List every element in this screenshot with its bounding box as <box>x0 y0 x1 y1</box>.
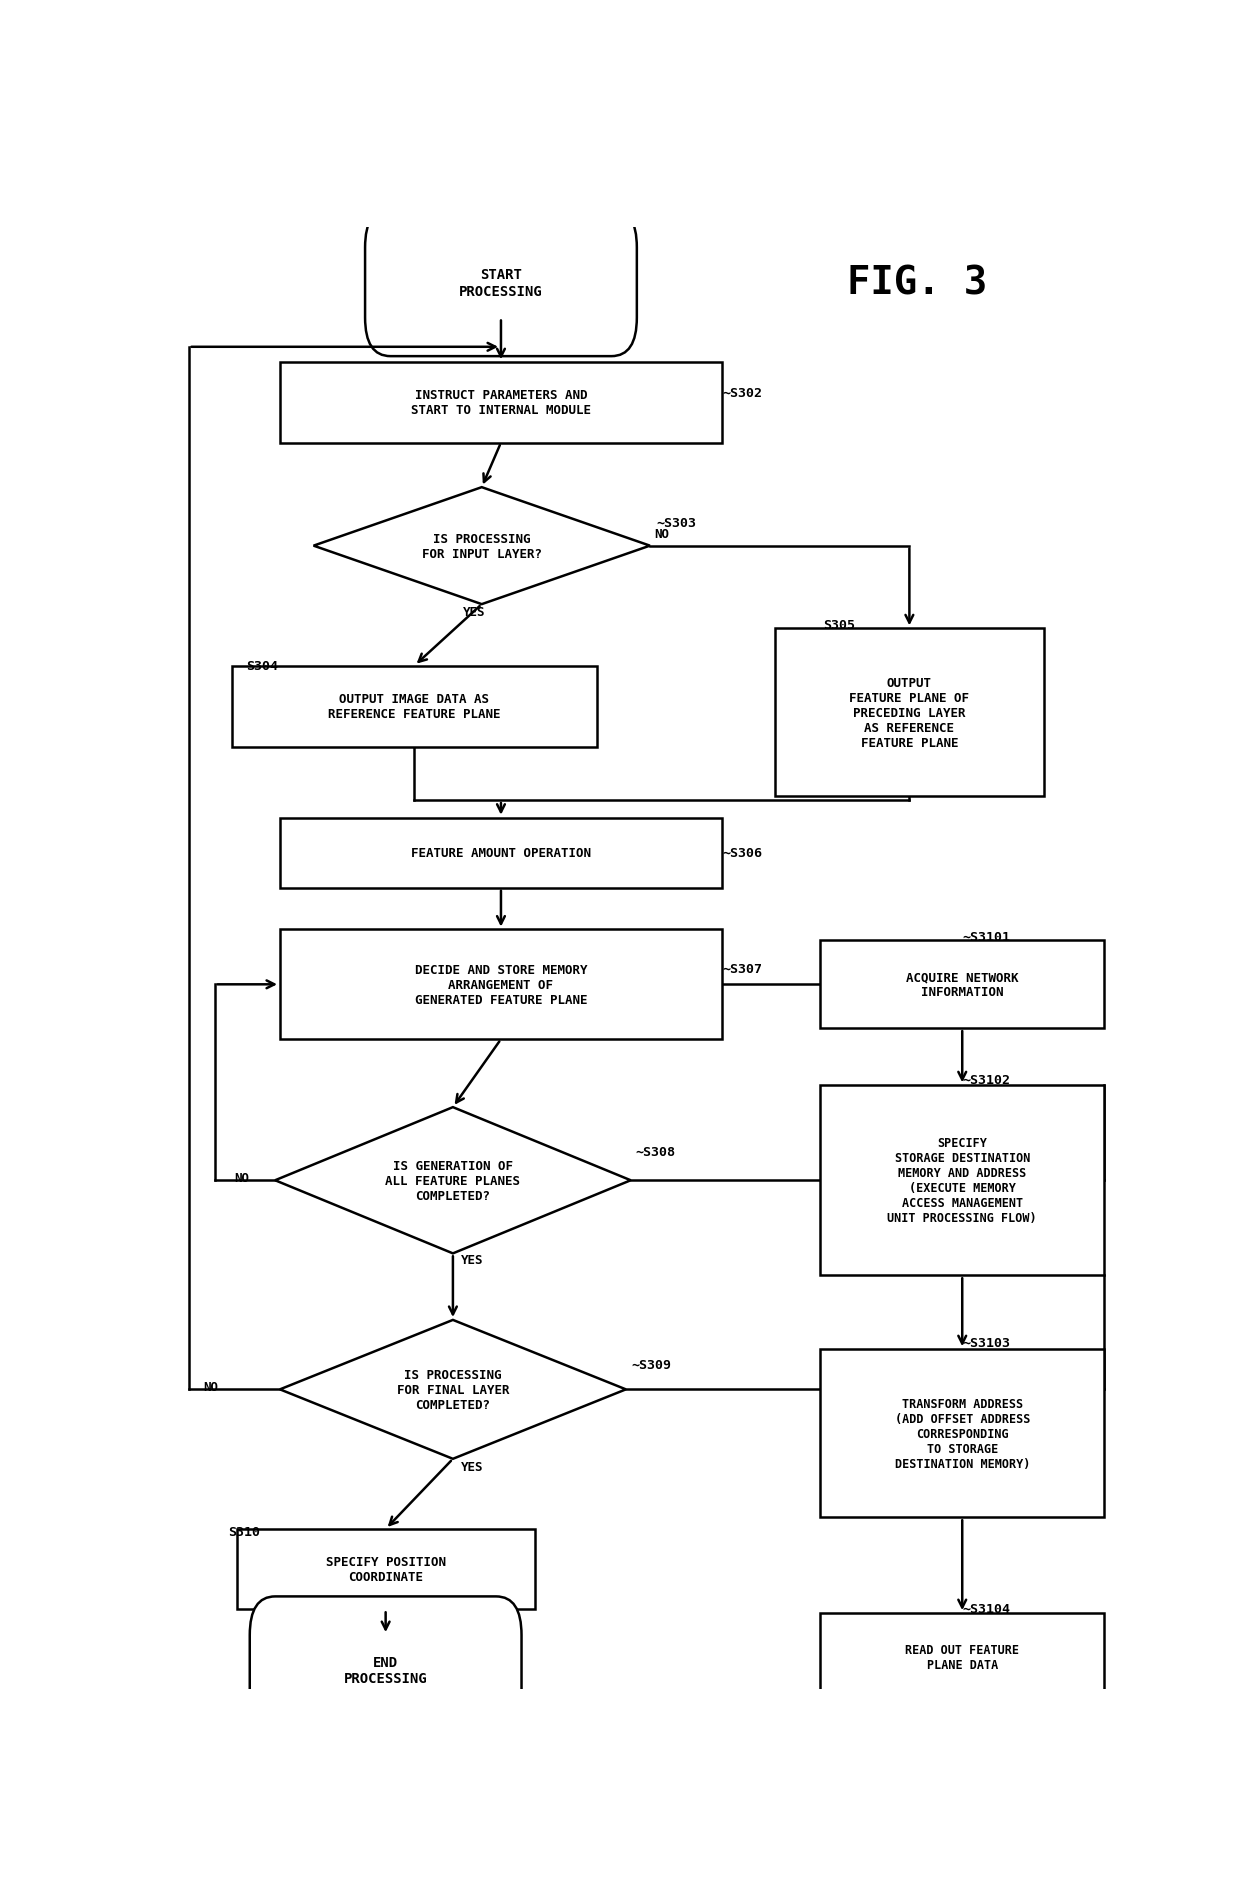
Bar <box>232 666 596 748</box>
Text: TRANSFORM ADDRESS
(ADD OFFSET ADDRESS
CORRESPONDING
TO STORAGE
DESTINATION MEMOR: TRANSFORM ADDRESS (ADD OFFSET ADDRESS CO… <box>894 1397 1030 1469</box>
Text: S304: S304 <box>247 661 278 672</box>
Text: S305: S305 <box>823 619 854 632</box>
Text: READ OUT FEATURE
PLANE DATA: READ OUT FEATURE PLANE DATA <box>905 1644 1019 1670</box>
Text: ACQUIRE NETWORK
INFORMATION: ACQUIRE NETWORK INFORMATION <box>906 970 1018 998</box>
Text: INSTRUCT PARAMETERS AND
START TO INTERNAL MODULE: INSTRUCT PARAMETERS AND START TO INTERNA… <box>410 389 591 418</box>
Text: SPECIFY
STORAGE DESTINATION
MEMORY AND ADDRESS
(EXECUTE MEMORY
ACCESS MANAGEMENT: SPECIFY STORAGE DESTINATION MEMORY AND A… <box>888 1137 1037 1224</box>
Text: ~S308: ~S308 <box>635 1144 676 1158</box>
FancyBboxPatch shape <box>365 209 637 357</box>
Text: IS PROCESSING
FOR INPUT LAYER?: IS PROCESSING FOR INPUT LAYER? <box>422 531 542 560</box>
Polygon shape <box>314 488 650 605</box>
Text: ~S3101: ~S3101 <box>962 930 1011 943</box>
Text: ~S309: ~S309 <box>631 1359 672 1370</box>
Bar <box>821 941 1104 1029</box>
Text: YES: YES <box>460 1253 484 1266</box>
Text: OUTPUT
FEATURE PLANE OF
PRECEDING LAYER
AS REFERENCE
FEATURE PLANE: OUTPUT FEATURE PLANE OF PRECEDING LAYER … <box>849 676 970 750</box>
Bar <box>775 628 1044 797</box>
Bar <box>237 1530 534 1610</box>
Polygon shape <box>275 1108 631 1255</box>
Text: ~S3104: ~S3104 <box>962 1602 1011 1615</box>
Text: NO: NO <box>655 528 670 541</box>
Text: ~S303: ~S303 <box>657 516 697 530</box>
Text: ~S3102: ~S3102 <box>962 1072 1011 1086</box>
Text: YES: YES <box>460 1461 484 1473</box>
Bar <box>821 1613 1104 1701</box>
Text: END
PROCESSING: END PROCESSING <box>343 1655 428 1685</box>
Text: YES: YES <box>463 605 485 619</box>
FancyBboxPatch shape <box>249 1596 522 1744</box>
Text: ~S307: ~S307 <box>722 962 763 976</box>
Bar <box>821 1086 1104 1275</box>
Text: ~S302: ~S302 <box>722 387 763 399</box>
Text: IS GENERATION OF
ALL FEATURE PLANES
COMPLETED?: IS GENERATION OF ALL FEATURE PLANES COMP… <box>386 1160 521 1201</box>
Text: FIG. 3: FIG. 3 <box>847 264 987 302</box>
Text: S310: S310 <box>228 1524 260 1537</box>
Polygon shape <box>280 1321 626 1460</box>
Bar <box>280 363 722 444</box>
Bar <box>280 818 722 888</box>
Text: ~S3103: ~S3103 <box>962 1336 1011 1349</box>
Text: SPECIFY POSITION
COORDINATE: SPECIFY POSITION COORDINATE <box>326 1554 445 1583</box>
Text: ~S306: ~S306 <box>722 847 763 860</box>
Text: OUTPUT IMAGE DATA AS
REFERENCE FEATURE PLANE: OUTPUT IMAGE DATA AS REFERENCE FEATURE P… <box>329 693 501 721</box>
Text: IS PROCESSING
FOR FINAL LAYER
COMPLETED?: IS PROCESSING FOR FINAL LAYER COMPLETED? <box>397 1368 510 1410</box>
Text: NO: NO <box>203 1380 218 1393</box>
Bar <box>821 1349 1104 1518</box>
Text: DECIDE AND STORE MEMORY
ARRANGEMENT OF
GENERATED FEATURE PLANE: DECIDE AND STORE MEMORY ARRANGEMENT OF G… <box>414 964 588 1006</box>
Text: START
PROCESSING: START PROCESSING <box>459 268 543 298</box>
Text: NO: NO <box>234 1171 249 1184</box>
Text: FEATURE AMOUNT OPERATION: FEATURE AMOUNT OPERATION <box>410 847 591 860</box>
Bar <box>280 930 722 1040</box>
